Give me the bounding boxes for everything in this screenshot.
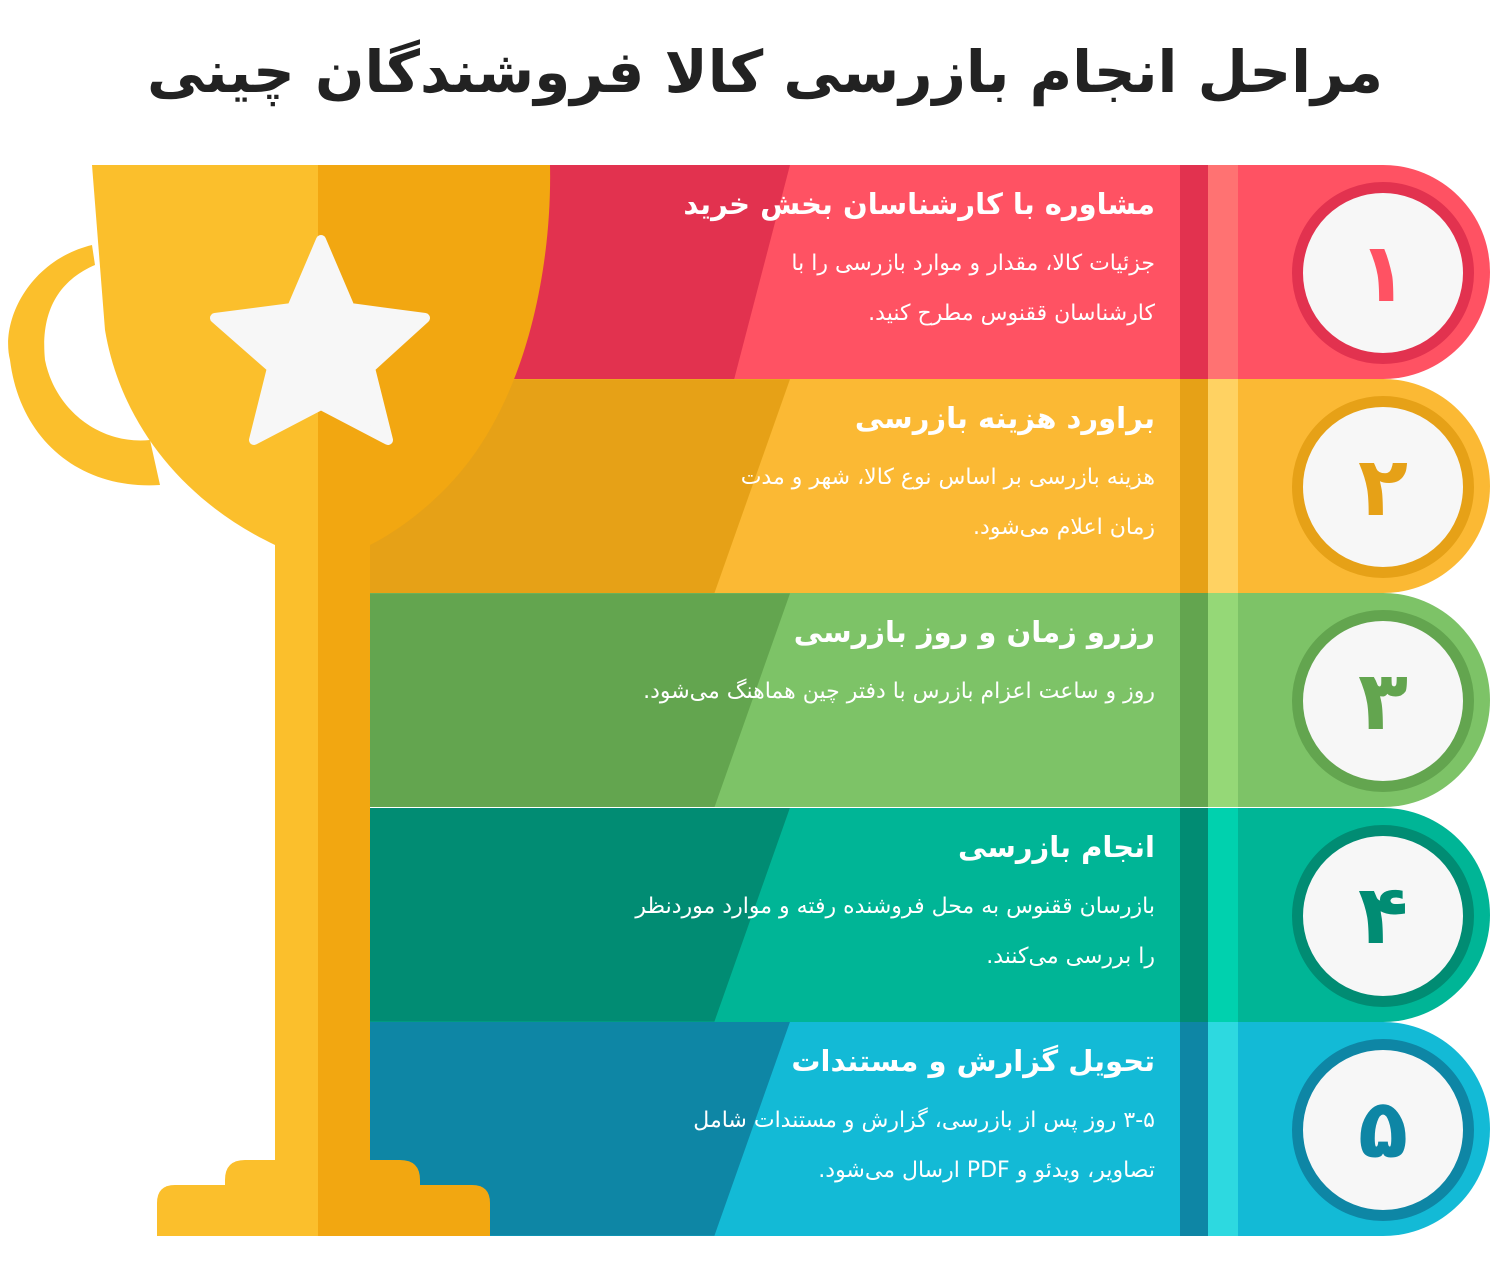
step-desc-line: تصاویر، ویدئو و PDF ارسال می‌شود. <box>818 1157 1155 1183</box>
step-desc-line: را بررسی می‌کنند. <box>986 943 1155 969</box>
step-number-badge: ۳ <box>1292 610 1474 793</box>
step-desc: ۳-۵ روز پس از بازرسی، گزارش و مستندات شا… <box>455 1096 1155 1196</box>
step-2: براورد هزینه بازرسی هزینه بازرسی بر اساس… <box>370 379 1490 594</box>
band-fold-light <box>1208 1021 1238 1236</box>
step-desc-line: کارشناسان ققنوس مطرح کنید. <box>868 301 1155 326</box>
band-fold-light <box>1208 593 1238 808</box>
band-fold-dark <box>1180 1021 1208 1236</box>
step-number-badge: ۱ <box>1292 182 1474 364</box>
step-desc-line: جزئیات کالا، مقدار و موارد بازرسی را با <box>791 251 1155 276</box>
step-desc-line: ۳-۵ روز پس از بازرسی، گزارش و مستندات شا… <box>693 1107 1155 1133</box>
band-fold-dark <box>1180 593 1208 808</box>
step-number-badge: ۲ <box>1292 396 1474 579</box>
step-number-badge: ۴ <box>1292 824 1474 1007</box>
step-title: تحویل گزارش و مستندات <box>791 1043 1155 1078</box>
step-desc-line: هزینه بازرسی بر اساس نوع کالا، شهر و مدت <box>740 465 1155 491</box>
step-title: براورد هزینه بازرسی <box>854 401 1155 436</box>
step-desc: بازرسان ققنوس به محل فروشنده رفته و موار… <box>455 882 1155 982</box>
band-shade <box>370 593 790 808</box>
step-desc: روز و ساعت اعزام بازرس با دفتر چین هماهن… <box>455 667 1155 717</box>
step-4: انجام بازرسی بازرسان ققنوس به محل فروشند… <box>370 807 1490 1022</box>
band-fold-dark <box>1180 807 1208 1022</box>
trophy-star-icon <box>8 165 551 1236</box>
step-1: مشاوره با کارشناسان بخش خرید جزئیات کالا… <box>480 165 1490 379</box>
band-fold-light <box>1208 807 1238 1022</box>
step-title: رزرو زمان و روز بازرسی <box>793 615 1155 650</box>
page-title: مراحل انجام بازرسی کالا فروشندگان چینی <box>146 38 1384 106</box>
step-desc-line: بازرسان ققنوس به محل فروشنده رفته و موار… <box>635 893 1155 919</box>
band-fold-light <box>1208 379 1238 594</box>
step-desc: جزئیات کالا، مقدار و موارد بازرسی را با ک… <box>480 239 1155 339</box>
band-fold-dark <box>1180 379 1208 594</box>
step-title: انجام بازرسی <box>958 829 1155 864</box>
step-desc: هزینه بازرسی بر اساس نوع کالا، شهر و مدت… <box>455 453 1155 553</box>
step-3: رزرو زمان و روز بازرسی روز و ساعت اعزام … <box>370 593 1490 808</box>
step-title: مشاوره با کارشناسان بخش خرید <box>683 187 1155 221</box>
band-shade <box>370 807 790 1022</box>
step-desc-line: روز و ساعت اعزام بازرس با دفتر چین هماهن… <box>643 679 1155 705</box>
band-fold-dark <box>1180 165 1208 379</box>
step-number-badge: ۵ <box>1292 1038 1474 1221</box>
step-desc-line: زمان اعلام می‌شود. <box>973 515 1155 541</box>
band-fold-light <box>1208 165 1238 379</box>
